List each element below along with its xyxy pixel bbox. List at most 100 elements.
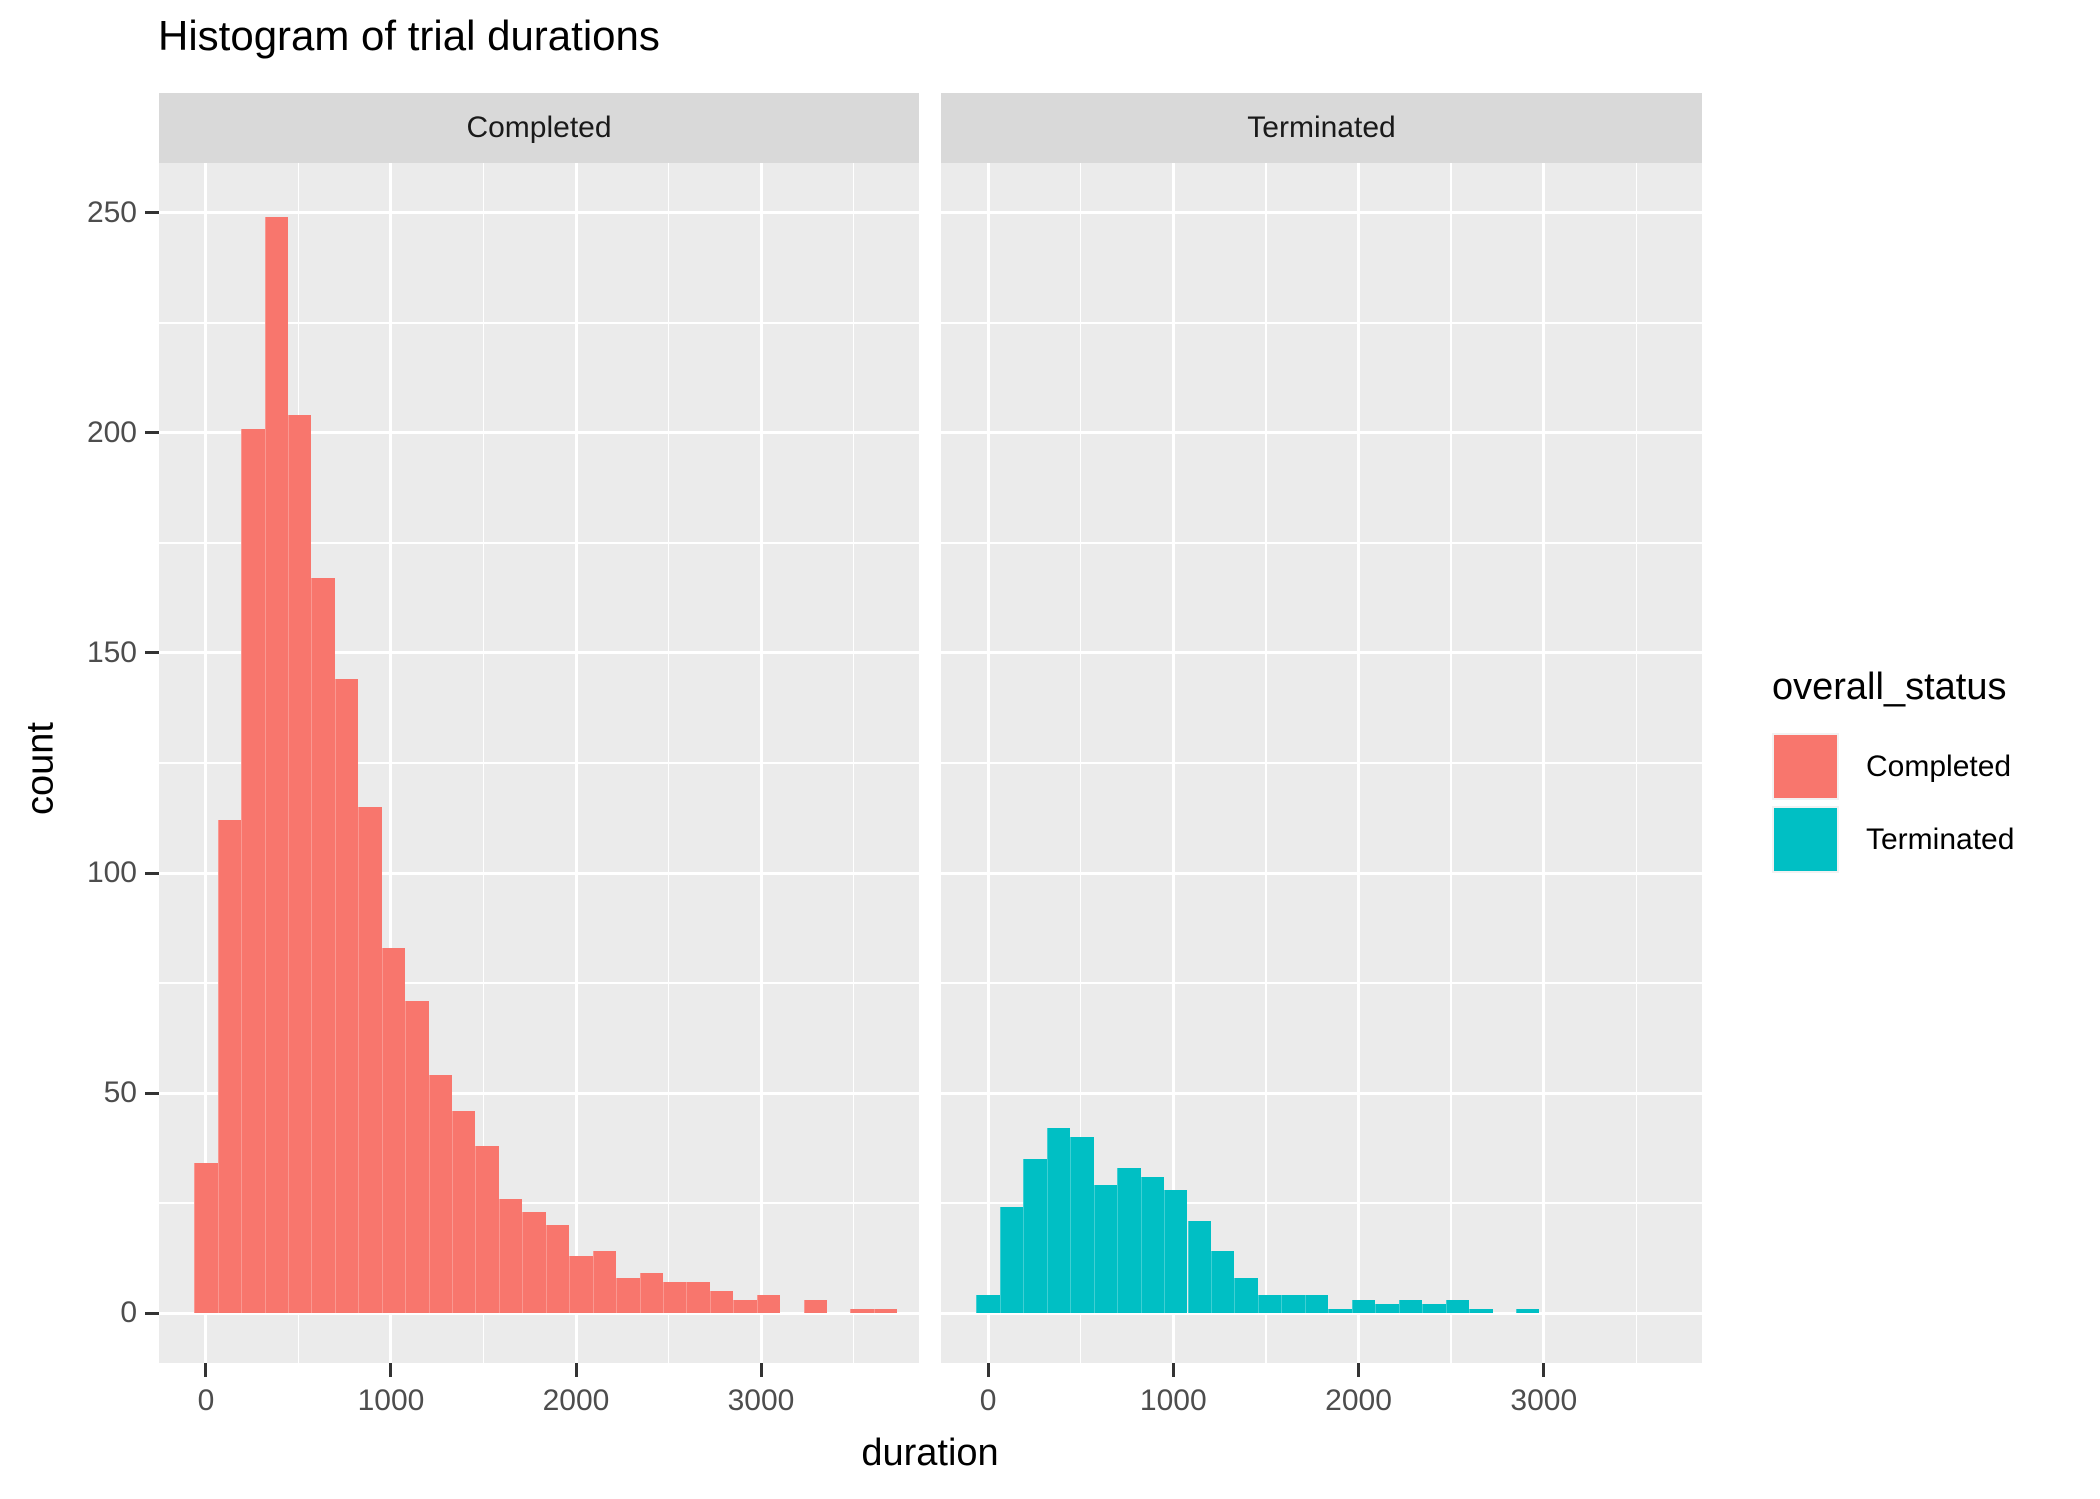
- histogram-bar: [1281, 1295, 1305, 1314]
- gridline-x-major: [759, 163, 763, 1363]
- gridline-y-major: [159, 211, 919, 215]
- gridline-x-major: [574, 163, 578, 1363]
- histogram-bar: [1422, 1304, 1446, 1314]
- legend-items: Completed Terminated: [1772, 733, 2014, 873]
- gridline-y-major: [159, 871, 919, 875]
- x-tick-label: 2000: [1325, 1384, 1392, 1417]
- gridline-y-minor: [941, 322, 1702, 324]
- histogram-bar: [475, 1145, 499, 1314]
- x-tick-mark: [1357, 1363, 1361, 1377]
- legend-key: [1772, 733, 1839, 800]
- histogram-bar: [1375, 1304, 1399, 1314]
- histogram-bar: [850, 1308, 874, 1314]
- histogram-bar: [498, 1198, 523, 1314]
- x-tick-mark: [574, 1363, 578, 1377]
- histogram-bar: [756, 1295, 781, 1314]
- y-tick-label: 150: [86, 635, 137, 669]
- histogram-bar: [1117, 1167, 1141, 1314]
- facet-strip-label: Terminated: [1247, 111, 1396, 144]
- x-tick-label: 2000: [542, 1384, 610, 1417]
- gridline-y-minor: [941, 542, 1702, 544]
- gridline-y-minor: [941, 1202, 1702, 1204]
- panel-completed: [159, 163, 919, 1363]
- histogram-bar: [569, 1255, 593, 1314]
- legend: overall_status Completed Terminated: [1772, 666, 2014, 879]
- legend-title: overall_status: [1772, 666, 2007, 708]
- facet-strip-completed: Completed: [159, 93, 919, 163]
- histogram-bar: [428, 1075, 453, 1314]
- x-tick-mark: [759, 1363, 763, 1377]
- facet-strip-label: Completed: [466, 111, 612, 144]
- histogram-bar: [592, 1251, 617, 1314]
- histogram-bar: [1445, 1299, 1470, 1314]
- legend-key: [1772, 806, 1839, 873]
- gridline-y-minor: [159, 322, 919, 324]
- legend-swatch: [1774, 735, 1837, 798]
- histogram-bar: [1234, 1277, 1258, 1314]
- gridline-x-major: [1171, 163, 1175, 1363]
- histogram-bar: [1351, 1299, 1376, 1314]
- y-tick-mark: [145, 431, 159, 435]
- histogram-bar: [639, 1273, 663, 1314]
- histogram-bar: [1516, 1308, 1540, 1314]
- histogram-bar: [1164, 1189, 1188, 1314]
- legend-item-label: Terminated: [1866, 822, 2015, 856]
- histogram-bar: [1070, 1137, 1094, 1314]
- histogram-bar: [1046, 1128, 1071, 1314]
- histogram-bar: [311, 578, 335, 1314]
- gridline-y-minor: [159, 982, 919, 984]
- facet-strip-terminated: Terminated: [941, 93, 1702, 163]
- gridline-x-major: [389, 163, 393, 1363]
- gridline-y-minor: [941, 982, 1702, 984]
- histogram-bar: [662, 1282, 687, 1314]
- histogram-bar: [217, 820, 242, 1314]
- histogram-bar: [1023, 1159, 1047, 1314]
- histogram-bar: [733, 1299, 757, 1314]
- x-axis-title: duration: [861, 1432, 999, 1474]
- y-axis-title: count: [19, 722, 62, 815]
- gridline-y-major: [159, 431, 919, 435]
- histogram-bar: [1187, 1220, 1211, 1314]
- plot-title: Histogram of trial durations: [158, 12, 660, 59]
- histogram-bar: [381, 947, 406, 1314]
- gridline-y-major: [941, 651, 1702, 655]
- x-tick-label: 3000: [1510, 1384, 1578, 1417]
- x-tick-mark: [204, 1363, 208, 1377]
- gridline-y-major: [941, 871, 1702, 875]
- histogram-bar: [976, 1295, 1000, 1314]
- x-tick-label: 1000: [1139, 1384, 1207, 1417]
- x-tick-mark: [1171, 1363, 1175, 1377]
- x-tick-label: 0: [979, 1384, 997, 1417]
- y-tick-mark: [145, 211, 159, 215]
- x-tick-label: 0: [197, 1384, 215, 1417]
- y-tick-mark: [145, 651, 159, 655]
- histogram-bar: [334, 679, 359, 1314]
- gridline-y-minor: [941, 762, 1702, 764]
- y-tick-label: 250: [86, 195, 137, 229]
- y-tick-mark: [145, 871, 159, 875]
- histogram-bar: [522, 1211, 546, 1314]
- gridline-y-major: [941, 211, 1702, 215]
- x-tick-label: 1000: [357, 1384, 425, 1417]
- gridline-y-major: [159, 651, 919, 655]
- gridline-y-minor: [159, 1202, 919, 1204]
- y-tick-label: 0: [120, 1296, 137, 1329]
- gridline-y-major: [159, 1091, 919, 1095]
- gridline-x-major: [204, 163, 208, 1363]
- gridline-y-major: [941, 1091, 1702, 1095]
- legend-item: Completed: [1772, 733, 2014, 800]
- histogram-bar: [616, 1277, 640, 1314]
- histogram-bar: [194, 1163, 218, 1314]
- histogram-bar: [1304, 1295, 1329, 1314]
- gridline-x-major: [1542, 163, 1546, 1363]
- legend-item-label: Completed: [1866, 749, 2012, 783]
- histogram-bar: [709, 1291, 734, 1314]
- histogram-bar: [999, 1207, 1024, 1314]
- legend-swatch: [1774, 808, 1837, 871]
- y-tick-label: 50: [103, 1076, 137, 1109]
- histogram-bar: [264, 217, 288, 1314]
- histogram-bar: [1257, 1295, 1282, 1314]
- gridline-y-major: [941, 431, 1702, 435]
- gridline-y-minor: [159, 762, 919, 764]
